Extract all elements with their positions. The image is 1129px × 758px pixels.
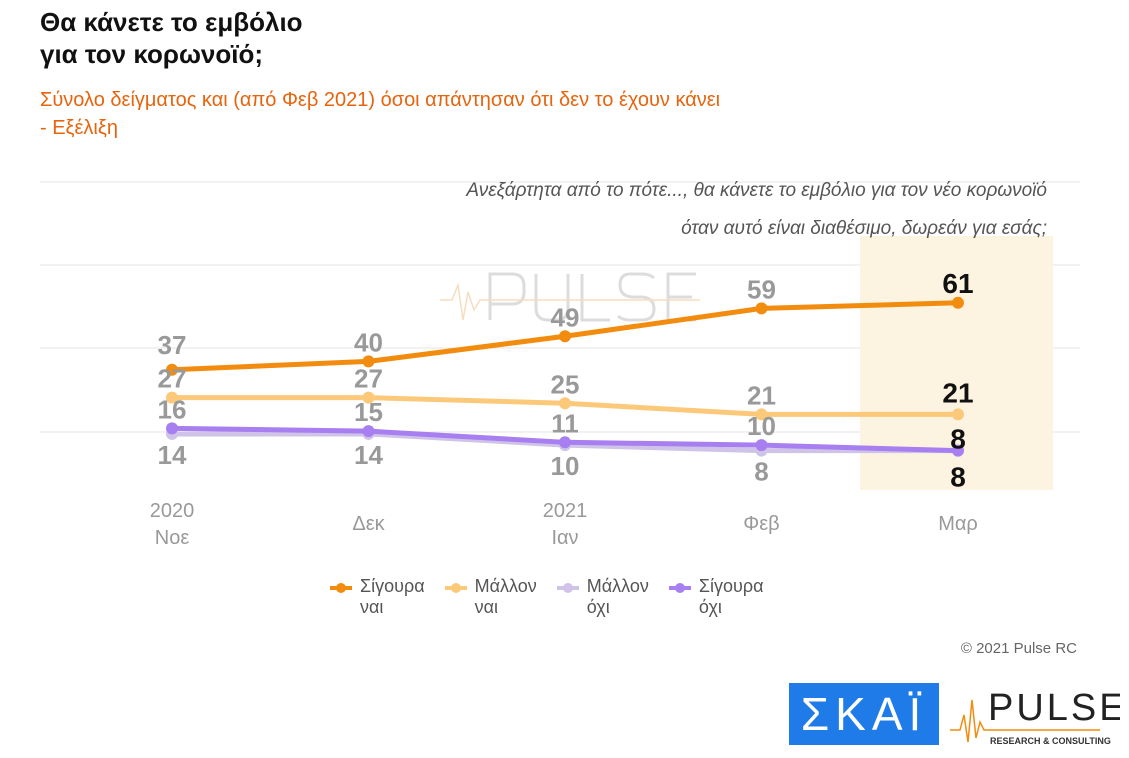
legend-label: Μάλλον όχι [586,576,649,617]
legend-label: Μάλλον ναι [474,576,537,617]
data-point [166,391,178,404]
legend-marker-icon [330,583,352,593]
legend-marker-icon [556,583,579,593]
x-tick-label: Μαρ [938,513,978,535]
legend-item[interactable]: Μάλλον όχι [556,576,649,618]
survey-question: Ανεξάρτητα από το πότε..., θα κάνετε το … [466,180,1047,239]
legend-marker-icon [444,583,467,593]
data-point [559,330,571,343]
data-point [952,408,964,421]
data-label: 8 [754,457,768,487]
data-label: 27 [354,364,383,394]
chart-subtitle: Σύνολο δείγματος και (από Φεβ 2021) όσοι… [40,89,721,139]
skai-logo: ΣΚΑΪ [789,683,939,745]
legend: Σίγουρα ναι Μάλλον ναι Μάλλον όχι Σίγουρα ό… [330,576,764,618]
pulse-logo: PULSE RESEARCH & CONSULTING [950,687,1120,746]
copyright: © 2021 Pulse RC [960,640,1077,657]
data-label: 10 [551,451,580,481]
data-point [362,425,375,438]
svg-text:RESEARCH & CONSULTING: RESEARCH & CONSULTING [990,736,1111,746]
legend-item[interactable]: Σίγουρα όχι [668,576,764,618]
data-label: 21 [747,380,776,410]
data-label: 27 [158,364,187,394]
x-tick-label: Δεκ [352,513,385,535]
data-label: 14 [354,440,383,470]
legend-marker-icon [668,583,691,593]
data-label: 10 [747,411,776,441]
x-tick-label: 2021 Ιαν [543,500,588,549]
data-label: 40 [354,327,383,357]
x-tick-label: 2020 Νοε [150,500,195,549]
data-point [166,363,178,376]
data-label: 8 [950,424,966,455]
data-point [755,439,768,452]
data-label: 11 [551,408,579,438]
data-point [559,397,571,410]
legend-item[interactable]: Μάλλον ναι [444,576,537,618]
legend-label: Σίγουρα όχι [698,576,764,617]
data-point [559,436,571,449]
legend-item[interactable]: Σίγουρα ναι [330,576,425,618]
data-point [362,355,375,368]
watermark-logo [488,272,696,322]
data-label: 15 [354,397,383,427]
x-tick-label: Φεβ [743,513,779,535]
data-point [755,408,768,421]
legend-label: Σίγουρα ναι [360,576,425,617]
data-point [952,296,964,309]
data-label: 16 [158,394,187,424]
chart-title: Θα κάνετε το εμβόλιο για τον κορωνοϊό; [40,7,303,69]
data-point [362,391,375,404]
data-label: 14 [158,440,187,470]
data-label: 59 [747,274,776,304]
data-label: 8 [950,462,966,493]
svg-text:PULSE: PULSE [988,687,1120,729]
data-label: 21 [942,377,973,408]
data-label: 49 [551,302,580,332]
watermark-pulse-line-icon [440,282,700,321]
data-label: 61 [942,268,973,299]
data-point [166,422,178,435]
data-point [755,302,768,315]
data-label: 25 [551,369,580,399]
data-point [952,444,964,457]
data-label: 37 [158,330,187,360]
